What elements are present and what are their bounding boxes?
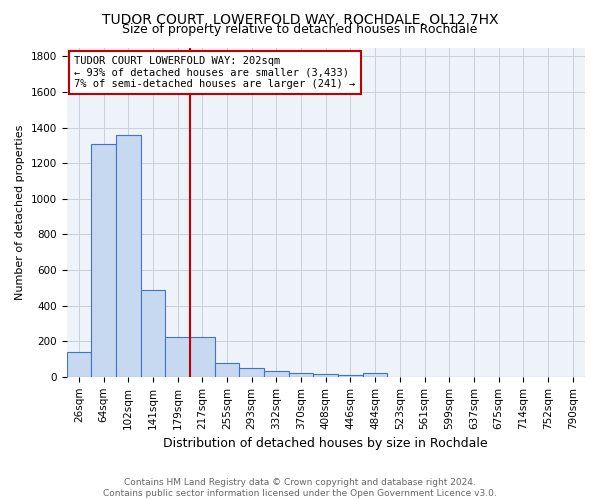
Bar	[190, 337, 215, 377]
Y-axis label: Number of detached properties: Number of detached properties	[15, 124, 25, 300]
X-axis label: Distribution of detached houses by size in Rochdale: Distribution of detached houses by size …	[163, 437, 488, 450]
Bar	[116, 134, 140, 377]
Bar	[264, 372, 289, 377]
Bar	[313, 374, 338, 377]
Bar	[239, 368, 264, 377]
Bar	[91, 144, 116, 377]
Text: TUDOR COURT, LOWERFOLD WAY, ROCHDALE, OL12 7HX: TUDOR COURT, LOWERFOLD WAY, ROCHDALE, OL…	[102, 12, 498, 26]
Bar	[289, 374, 313, 377]
Bar	[215, 362, 239, 377]
Text: Size of property relative to detached houses in Rochdale: Size of property relative to detached ho…	[122, 22, 478, 36]
Bar	[338, 375, 363, 377]
Bar	[363, 374, 388, 377]
Bar	[165, 337, 190, 377]
Bar	[67, 352, 91, 377]
Text: TUDOR COURT LOWERFOLD WAY: 202sqm
← 93% of detached houses are smaller (3,433)
7: TUDOR COURT LOWERFOLD WAY: 202sqm ← 93% …	[74, 56, 356, 89]
Bar	[140, 290, 165, 377]
Text: Contains HM Land Registry data © Crown copyright and database right 2024.
Contai: Contains HM Land Registry data © Crown c…	[103, 478, 497, 498]
